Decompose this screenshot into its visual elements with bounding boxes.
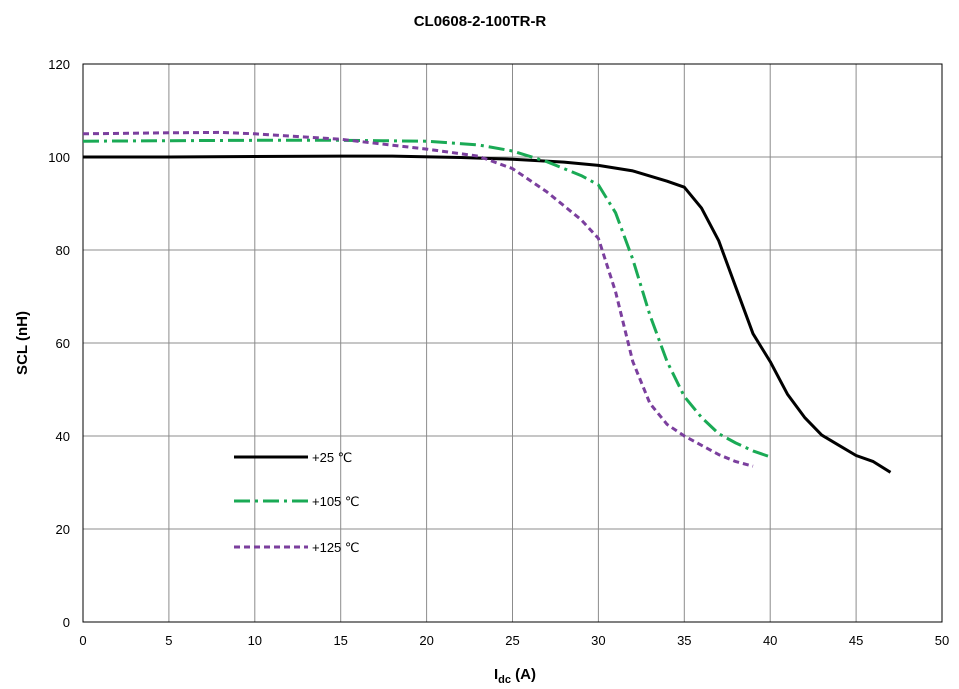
series-line-1 <box>83 154 892 474</box>
x-tick-label: 15 <box>333 633 347 648</box>
plot-frame <box>82 63 943 623</box>
chart-title: CL0608-2-100TR-R <box>414 13 547 30</box>
series-lines <box>82 130 892 474</box>
x-tick-label: 45 <box>849 633 863 648</box>
legend: +25 ℃ +105 ℃ +125 ℃ <box>234 450 360 555</box>
legend-label: +125 ℃ <box>312 540 360 555</box>
y-tick-label: 120 <box>48 57 70 72</box>
legend-label: +25 ℃ <box>312 450 352 465</box>
x-tick-labels: 0 5 10 15 20 25 30 35 40 45 50 <box>79 633 949 648</box>
x-axis-label-main: I <box>494 666 498 683</box>
y-axis-label: SCL (nH) <box>14 311 31 375</box>
x-axis-label-sub: dc <box>498 674 511 686</box>
y-tick-label: 20 <box>56 522 70 537</box>
x-tick-label: 5 <box>165 633 172 648</box>
x-tick-label: 25 <box>505 633 519 648</box>
x-tick-label: 0 <box>79 633 86 648</box>
y-tick-label: 100 <box>48 150 70 165</box>
x-tick-label: 20 <box>419 633 433 648</box>
x-tick-label: 35 <box>677 633 691 648</box>
y-tick-label: 60 <box>56 336 70 351</box>
y-tick-label: 0 <box>63 615 70 630</box>
x-tick-label: 40 <box>763 633 777 648</box>
y-tick-labels: 0 20 40 60 80 100 120 <box>48 57 70 630</box>
x-axis-label-suffix: (A) <box>511 666 536 683</box>
series-line-3 <box>82 130 754 468</box>
legend-label: +105 ℃ <box>312 494 360 509</box>
grid-lines <box>82 63 943 623</box>
x-tick-label: 50 <box>935 633 949 648</box>
x-tick-label: 30 <box>591 633 605 648</box>
x-axis-label: Idc (A) <box>494 666 536 686</box>
y-tick-label: 40 <box>56 429 70 444</box>
x-tick-label: 10 <box>248 633 262 648</box>
y-tick-label: 80 <box>56 243 70 258</box>
